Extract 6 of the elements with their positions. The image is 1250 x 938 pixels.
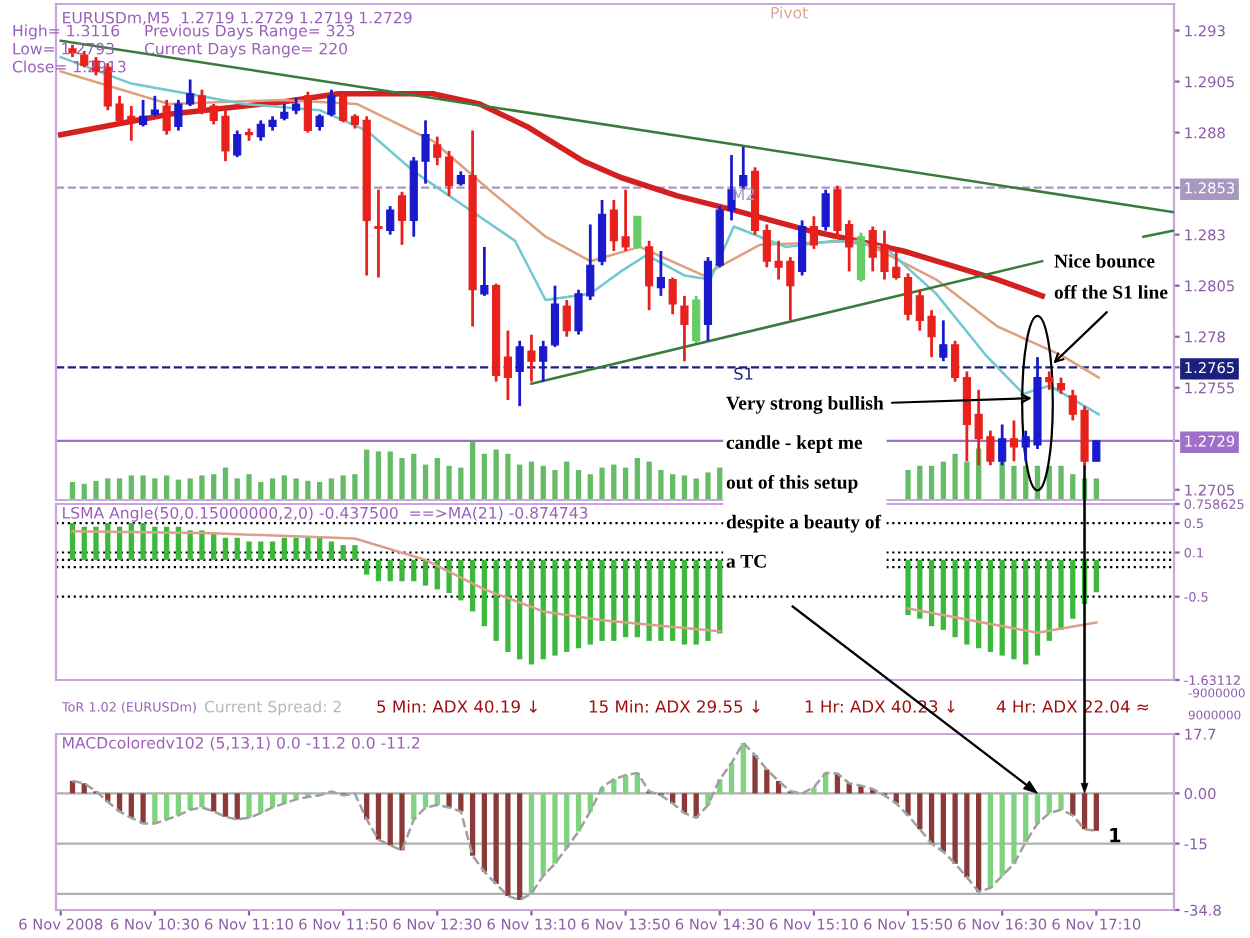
text: 5 Min: ADX 40.19 ↓ (377, 699, 537, 713)
annotation: Nice bounce off the S1 line (1054, 254, 1168, 299)
text: 15 Min: ADX 29.55 ↓ (589, 699, 760, 713)
ref-line-label: S1 (734, 367, 753, 380)
annotation: Very strong bullish candle - kept me out of this setup despite a beauty of a TC (726, 396, 884, 568)
annotation: 1 (1110, 828, 1121, 843)
